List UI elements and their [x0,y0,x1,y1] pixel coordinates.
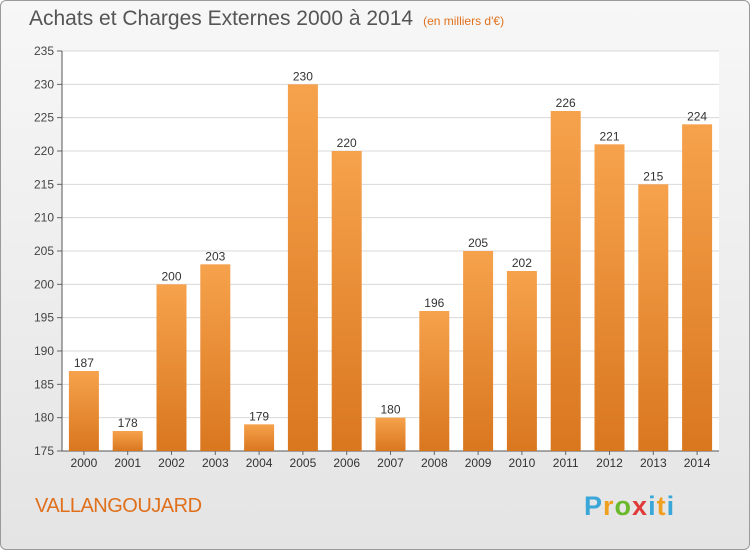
data-label: 187 [74,356,94,370]
y-tick-label: 225 [34,111,54,125]
y-tick-label: 190 [34,344,54,358]
data-label: 202 [512,256,532,270]
bar [550,111,581,451]
data-label: 215 [643,169,663,183]
y-tick-label: 195 [34,311,54,325]
y-tick-label: 210 [34,211,54,225]
bar [463,251,494,451]
bar [638,184,669,452]
x-tick-label: 2009 [465,456,492,470]
x-tick-label: 2002 [158,456,185,470]
chart-title: Achats et Charges Externes 2000 à 2014 (e… [29,7,504,31]
bar [200,264,231,451]
bar [331,151,362,451]
x-tick-label: 2012 [596,456,623,470]
y-tick-label: 230 [34,77,54,91]
bar [682,124,713,451]
y-tick-label: 205 [34,244,54,258]
x-tick-label: 2004 [246,456,273,470]
chart-title-text: Achats et Charges Externes 2000 à 2014 [29,7,414,30]
x-tick-label: 2013 [640,456,667,470]
bar [287,84,318,451]
x-tick-label: 2014 [684,456,711,470]
bar [156,284,187,451]
data-label: 220 [337,136,357,150]
x-tick-label: 2007 [377,456,404,470]
y-tick-label: 200 [34,277,54,291]
data-label: 224 [687,109,707,123]
data-label: 226 [556,96,576,110]
y-tick-label: 175 [34,444,54,458]
bar [375,417,406,451]
y-tick-label: 185 [34,377,54,391]
bar [112,431,143,451]
data-label: 205 [468,236,488,250]
y-tick-label: 220 [34,144,54,158]
y-tick-label: 235 [34,44,54,58]
x-tick-label: 2003 [202,456,229,470]
data-label: 200 [161,269,181,283]
x-tick-label: 2000 [71,456,98,470]
y-tick-label: 180 [34,411,54,425]
bar [506,271,537,451]
bar [419,311,450,451]
data-label: 203 [205,249,225,263]
x-tick-label: 2008 [421,456,448,470]
proxiti-logo: Proxiti [584,491,676,521]
place-name: VALLANGOUJARD [35,495,202,517]
bar [594,144,625,452]
data-label: 180 [380,403,400,417]
data-label: 196 [424,296,444,310]
x-tick-label: 2006 [333,456,360,470]
bar [244,424,275,451]
x-tick-label: 2001 [114,456,141,470]
x-tick-label: 2011 [553,456,579,470]
chart-unit: (en milliers d'€) [423,14,505,28]
data-label: 179 [249,409,269,423]
data-label: 221 [599,129,619,143]
data-label: 178 [118,416,138,430]
x-tick-label: 2010 [509,456,536,470]
x-tick-label: 2005 [290,456,317,470]
bar [68,371,99,451]
y-tick-label: 215 [34,177,54,191]
data-label: 230 [293,69,313,83]
